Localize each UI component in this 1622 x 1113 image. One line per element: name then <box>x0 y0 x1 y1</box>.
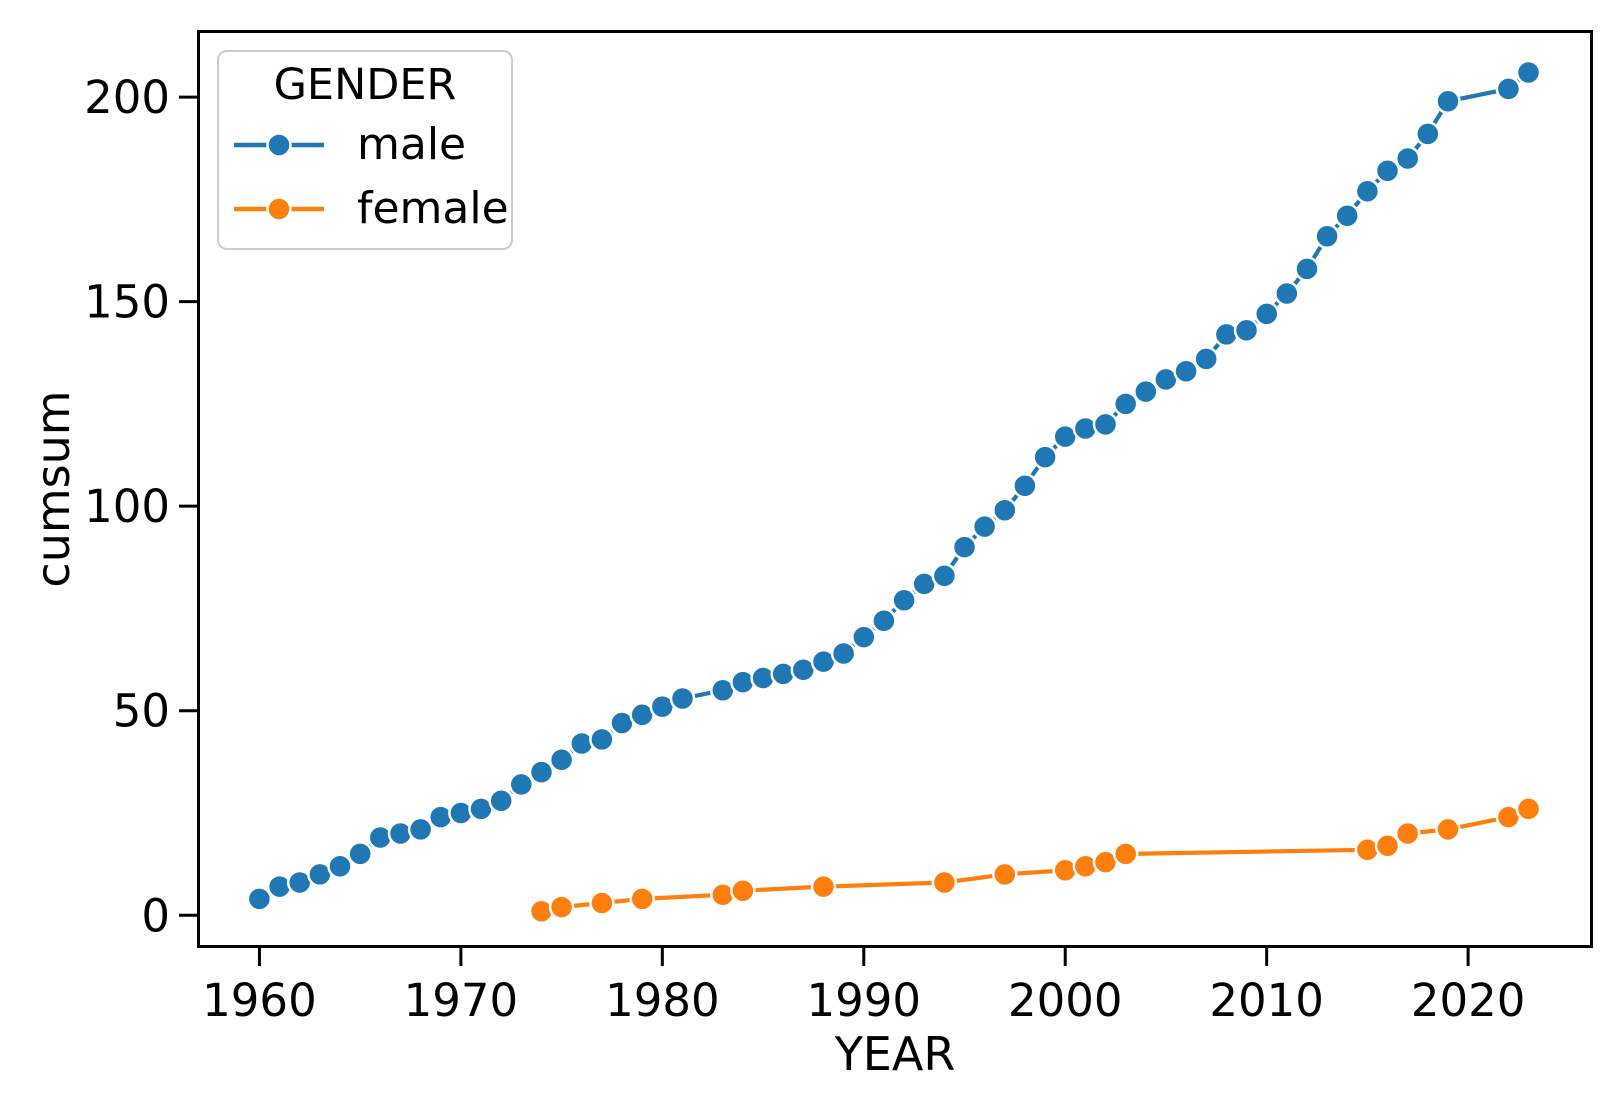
female-series-line <box>539 806 1531 914</box>
male-data-point <box>1354 178 1381 204</box>
y-tick-label: 0 <box>141 889 170 942</box>
legend-entry-female: female <box>219 177 511 241</box>
male-data-point <box>1173 358 1199 384</box>
male-data-point <box>730 669 756 695</box>
y-tick-label: 200 <box>84 71 170 124</box>
male-data-point <box>1032 444 1058 470</box>
female-data-point <box>810 873 837 900</box>
male-data-point <box>1274 280 1300 307</box>
y-axis-label: cumsum <box>26 390 80 588</box>
male-data-point <box>508 771 535 798</box>
male-data-point <box>528 759 555 785</box>
male-data-point <box>407 816 434 843</box>
female-data-point <box>629 886 655 912</box>
female-data-point <box>589 890 615 916</box>
y-tick-label: 100 <box>84 480 170 533</box>
male-data-point <box>951 534 978 560</box>
male-data-point <box>1112 391 1139 417</box>
male-data-point <box>246 886 273 912</box>
male-data-point <box>1415 121 1441 147</box>
male-data-point <box>488 787 514 814</box>
x-tick-label: 1970 <box>404 974 519 1027</box>
plot-border <box>197 30 1593 948</box>
male-line-marker-icon <box>234 132 324 158</box>
male-data-point <box>1314 223 1340 249</box>
male-data-point <box>1515 59 1542 86</box>
legend-entry-male: male <box>219 113 511 177</box>
legend: GENDER male female <box>217 50 513 250</box>
x-axis-label: YEAR <box>834 1027 956 1081</box>
male-data-point <box>347 841 373 867</box>
female-data-point <box>1515 796 1542 822</box>
male-data-point <box>669 685 696 712</box>
male-data-point <box>931 562 958 589</box>
male-data-point <box>589 726 615 753</box>
female-data-point <box>730 877 756 904</box>
male-data-point <box>1133 378 1159 405</box>
legend-label-female: female <box>357 183 509 234</box>
male-data-point <box>1012 472 1038 499</box>
male-data-point <box>548 747 575 773</box>
female-data-point <box>992 861 1018 888</box>
y-tick-label: 50 <box>113 685 170 738</box>
x-tick-label: 2020 <box>1411 974 1526 1027</box>
male-data-point <box>1374 157 1401 184</box>
female-data-point <box>548 894 575 920</box>
male-data-point <box>1435 88 1461 114</box>
male-data-point <box>871 607 897 634</box>
male-data-point <box>1233 317 1260 344</box>
x-tick-label: 2010 <box>1209 974 1324 1027</box>
male-data-point <box>1092 411 1119 438</box>
male-data-point <box>1334 202 1360 229</box>
male-data-point <box>891 587 917 614</box>
male-data-point <box>1253 301 1280 327</box>
x-tick-label: 1960 <box>202 974 317 1027</box>
x-tick-label: 1990 <box>807 974 922 1027</box>
female-data-point <box>1112 841 1139 867</box>
legend-dot-male <box>266 132 292 158</box>
male-data-point <box>367 824 394 851</box>
male-data-point <box>1495 76 1522 102</box>
female-data-point <box>1394 820 1421 847</box>
male-data-point <box>427 804 454 830</box>
female-data-point <box>1374 832 1401 859</box>
legend-title: GENDER <box>273 60 457 110</box>
x-tick-label: 2000 <box>1008 974 1123 1027</box>
male-data-point <box>327 853 353 879</box>
male-data-point <box>1394 145 1421 172</box>
male-data-point <box>830 640 857 667</box>
female-line-marker-icon <box>234 196 324 222</box>
female-data-point <box>931 869 958 896</box>
female-data-point <box>1052 857 1078 884</box>
male-data-point <box>1193 346 1219 372</box>
legend-dot-female <box>266 196 292 222</box>
y-tick-label: 150 <box>84 276 170 329</box>
female-data-point <box>1435 816 1461 843</box>
x-tick-label: 1980 <box>605 974 720 1027</box>
legend-label-male: male <box>357 119 467 170</box>
male-data-point <box>992 497 1018 524</box>
male-data-point <box>971 513 998 540</box>
male-data-point <box>851 624 877 650</box>
male-data-point <box>1294 256 1320 282</box>
